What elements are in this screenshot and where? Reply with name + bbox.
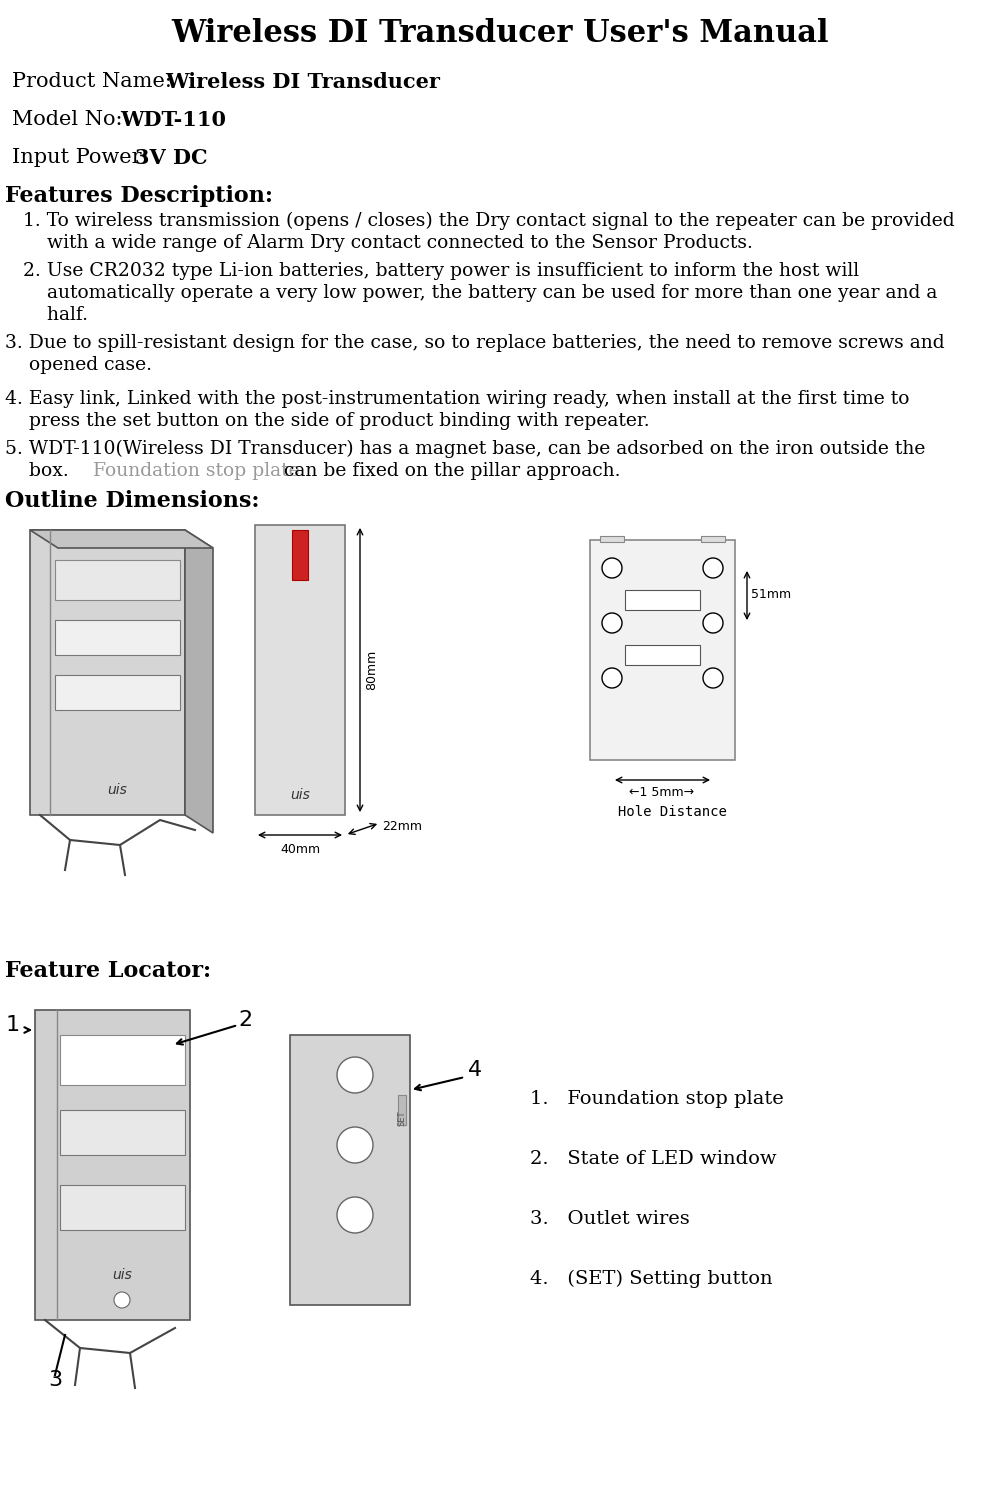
Circle shape — [114, 1291, 130, 1308]
Bar — [60, 1185, 185, 1229]
Text: opened case.: opened case. — [5, 355, 152, 373]
Text: 1.   Foundation stop plate: 1. Foundation stop plate — [530, 1090, 784, 1108]
Bar — [625, 646, 700, 665]
Bar — [60, 1036, 185, 1086]
Text: 3: 3 — [48, 1370, 62, 1390]
Text: 2. Use CR2032 type Li-ion batteries, battery power is insufficient to inform the: 2. Use CR2032 type Li-ion batteries, bat… — [5, 262, 859, 280]
Text: 51mm: 51mm — [751, 588, 791, 602]
Circle shape — [337, 1126, 373, 1163]
Text: 80mm: 80mm — [365, 650, 378, 689]
Text: automatically operate a very low power, the battery can be used for more than on: automatically operate a very low power, … — [5, 284, 937, 302]
Text: can be fixed on the pillar approach.: can be fixed on the pillar approach. — [278, 463, 620, 479]
Text: 4: 4 — [468, 1060, 482, 1080]
Polygon shape — [30, 531, 213, 547]
Text: WDT-110: WDT-110 — [120, 110, 226, 130]
Text: 2.   State of LED window: 2. State of LED window — [530, 1151, 777, 1167]
Circle shape — [703, 558, 723, 578]
Bar — [290, 1036, 410, 1305]
Text: Wireless DI Transducer User's Manual: Wireless DI Transducer User's Manual — [171, 18, 829, 48]
Text: half.: half. — [5, 305, 88, 324]
Text: 3V DC: 3V DC — [135, 148, 208, 168]
Text: with a wide range of Alarm Dry contact connected to the Sensor Products.: with a wide range of Alarm Dry contact c… — [5, 234, 753, 253]
Text: 3.   Outlet wires: 3. Outlet wires — [530, 1210, 690, 1228]
Circle shape — [703, 612, 723, 634]
Circle shape — [602, 668, 622, 688]
Bar — [625, 590, 700, 609]
Text: 4. Easy link, Linked with the post-instrumentation wiring ready, when install at: 4. Easy link, Linked with the post-instr… — [5, 390, 910, 408]
Text: 1. To wireless transmission (opens / closes) the Dry contact signal to the repea: 1. To wireless transmission (opens / clo… — [5, 212, 955, 230]
Text: Outline Dimensions:: Outline Dimensions: — [5, 490, 260, 513]
Text: 1: 1 — [6, 1015, 20, 1036]
Text: Product Name:: Product Name: — [12, 73, 172, 91]
Bar — [35, 1010, 190, 1320]
Bar — [600, 535, 624, 541]
Bar — [55, 674, 180, 711]
Text: 3. Due to spill-resistant design for the case, so to replace batteries, the need: 3. Due to spill-resistant design for the… — [5, 334, 945, 352]
Text: Hole Distance: Hole Distance — [618, 804, 726, 820]
Text: uis: uis — [112, 1269, 132, 1282]
Text: Feature Locator:: Feature Locator: — [5, 960, 211, 981]
Text: Foundation stop plate: Foundation stop plate — [93, 463, 300, 479]
Bar — [55, 620, 180, 655]
Bar — [292, 531, 308, 581]
Text: 4.   (SET) Setting button: 4. (SET) Setting button — [530, 1270, 773, 1288]
Circle shape — [602, 612, 622, 634]
Text: uis: uis — [107, 783, 127, 797]
Text: Model No:: Model No: — [12, 110, 122, 129]
Text: ←1 5mm→: ←1 5mm→ — [629, 786, 695, 798]
Bar — [60, 1110, 185, 1155]
Circle shape — [602, 558, 622, 578]
Bar — [30, 531, 185, 815]
Text: box.: box. — [5, 463, 75, 479]
Text: 22mm: 22mm — [382, 820, 422, 833]
Polygon shape — [185, 531, 213, 833]
Bar — [255, 525, 345, 815]
Bar — [55, 559, 180, 600]
Bar — [590, 540, 735, 761]
Circle shape — [337, 1198, 373, 1232]
Text: uis: uis — [290, 788, 310, 801]
Circle shape — [703, 668, 723, 688]
Circle shape — [337, 1057, 373, 1093]
Text: SET: SET — [398, 1110, 406, 1125]
Text: Wireless DI Transducer: Wireless DI Transducer — [165, 73, 440, 92]
Text: 2: 2 — [238, 1010, 252, 1030]
Text: 5. WDT-110(Wireless DI Transducer) has a magnet base, can be adsorbed on the iro: 5. WDT-110(Wireless DI Transducer) has a… — [5, 440, 925, 458]
Text: Features Description:: Features Description: — [5, 184, 273, 207]
Text: 40mm: 40mm — [280, 844, 320, 856]
Bar — [701, 535, 725, 541]
Bar — [398, 1095, 406, 1125]
Text: Input Power:: Input Power: — [12, 148, 149, 166]
Text: press the set button on the side of product binding with repeater.: press the set button on the side of prod… — [5, 411, 650, 429]
